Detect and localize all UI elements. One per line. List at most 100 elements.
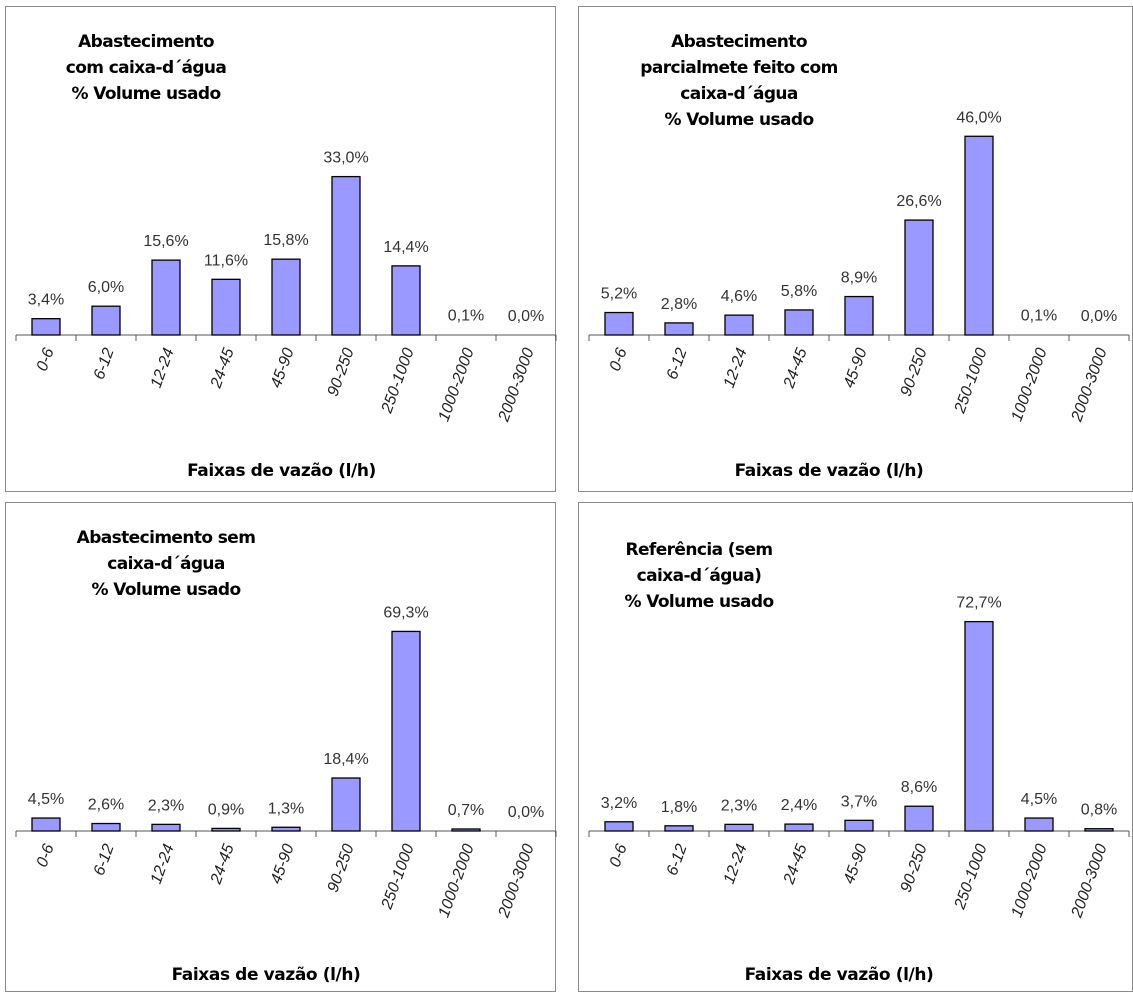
title-line: % Volume usado (664, 110, 814, 130)
bar-6-12 (664, 825, 694, 832)
data-label: 0,9% (208, 801, 244, 818)
x-tick-label: 45-90 (841, 346, 871, 390)
data-label: 3,4% (28, 292, 64, 309)
data-label: 72,7% (956, 595, 1001, 612)
x-tick-label: 6-12 (91, 346, 118, 382)
x-tick-label: 6-12 (91, 842, 118, 878)
chart-panel-2: Abastecimento parcialmete feito com caix… (578, 6, 1133, 492)
bar-90-250 (904, 805, 934, 832)
x-tick-label: 1000-2000 (436, 842, 478, 920)
data-label: 8,9% (841, 270, 877, 287)
bar-0-6 (604, 821, 634, 832)
data-label: 4,5% (1021, 791, 1057, 808)
data-label: 0,7% (448, 802, 484, 819)
chart-plot-1: 3,4% 0-6 6,0% 6-12 15,6% 12-24 11,6% 24-45 15,8%… (15, 150, 557, 425)
x-tick-label: 250-1000 (378, 842, 417, 912)
data-label: 1,8% (661, 799, 697, 816)
bar-45-90 (844, 295, 874, 336)
bar-12-24 (151, 823, 181, 832)
bar-6-12 (91, 305, 121, 336)
bar-12-24 (151, 259, 181, 336)
x-tick-label: 6-12 (664, 346, 691, 382)
bar-6-12 (91, 822, 121, 832)
bar-0-6 (31, 817, 61, 832)
x-tick-label: 90-250 (325, 346, 358, 399)
data-label: 6,0% (88, 279, 124, 296)
x-tick-label: 90-250 (898, 842, 931, 895)
x-tick-label: 24-45 (207, 842, 237, 887)
bar-250-1000 (964, 620, 994, 832)
x-tick-label: 2000-3000 (1068, 346, 1111, 425)
data-label: 18,4% (323, 751, 368, 768)
x-tick-label: 1000-2000 (1009, 842, 1051, 920)
x-tick-label: 1000-2000 (1009, 346, 1051, 424)
data-label: 0,0% (1081, 308, 1117, 325)
x-tick-label: 0-6 (34, 842, 58, 870)
chart-title-1: Abastecimento com caixa-d´água % Volume … (16, 29, 276, 107)
data-label: 15,8% (263, 232, 308, 249)
data-label: 4,6% (721, 288, 757, 305)
data-label: 2,4% (781, 797, 817, 814)
bar-12-24 (724, 314, 754, 336)
x-tick-label: 12-24 (721, 346, 751, 390)
x-tick-label: 2000-3000 (495, 842, 538, 921)
bar-1000-2000 (1024, 817, 1054, 832)
chart-plot-4: 3,2% 0-6 1,8% 6-12 2,3% 12-24 2,4% 24-45 3,7% 45-… (588, 595, 1130, 921)
x-tick-label: 90-250 (898, 346, 931, 399)
title-line: % Volume usado (91, 580, 241, 600)
x-tick-label: 12-24 (148, 842, 178, 886)
chart-title-2: Abastecimento parcialmete feito com caix… (589, 29, 889, 133)
bar-250-1000 (391, 265, 421, 336)
x-tick-label: 12-24 (148, 346, 178, 390)
data-label: 5,8% (781, 283, 817, 300)
data-label: 15,6% (143, 233, 188, 250)
title-line: caixa-d´água (680, 84, 798, 104)
title-line: Abastecimento (78, 32, 214, 52)
bar-45-90 (844, 819, 874, 832)
bar-1000-2000 (451, 828, 481, 832)
title-line: Abastecimento sem (76, 528, 256, 548)
data-label: 8,6% (901, 779, 937, 796)
data-label: 2,6% (88, 797, 124, 814)
x-tick-label: 45-90 (268, 842, 298, 886)
data-label: 0,0% (508, 308, 544, 325)
x-tick-label: 12-24 (721, 842, 751, 886)
data-label: 0,8% (1081, 802, 1117, 819)
bar-90-250 (331, 777, 361, 832)
data-label: 2,3% (721, 797, 757, 814)
title-line: caixa-d´água) (636, 566, 762, 586)
title-line: caixa-d´água (107, 554, 225, 574)
bar-12-24 (724, 823, 754, 832)
x-axis-label-4: Faixas de vazão (l/h) (744, 965, 934, 985)
title-line: com caixa-d´água (65, 58, 227, 78)
x-tick-label: 24-45 (207, 346, 237, 391)
x-tick-label: 2000-3000 (1068, 842, 1111, 921)
title-line: parcialmete feito com (640, 58, 838, 78)
chart-panel-1: Abastecimento com caixa-d´água % Volume … (5, 6, 557, 492)
data-label: 3,2% (601, 795, 637, 812)
data-label: 69,3% (383, 604, 428, 621)
x-tick-label: 250-1000 (951, 842, 990, 912)
bar-90-250 (904, 219, 934, 336)
data-label: 3,7% (841, 793, 877, 810)
title-line: Abastecimento (671, 32, 807, 52)
x-tick-label: 2000-3000 (495, 346, 538, 425)
bar-24-45 (784, 823, 814, 832)
x-tick-label: 24-45 (780, 346, 810, 391)
chart-title-4: Referência (sem caixa-d´água) % Volume u… (589, 537, 809, 615)
data-label: 0,1% (1021, 308, 1057, 325)
data-label: 0,1% (448, 308, 484, 325)
data-label: 11,6% (204, 252, 248, 269)
x-axis-label-1: Faixas de vazão (l/h) (187, 461, 376, 481)
x-tick-label: 0-6 (34, 346, 58, 374)
data-label: 0,0% (508, 804, 544, 821)
chart-plot-3: 4,5% 0-6 2,6% 6-12 2,3% 12-24 0,9% 24-45 1,3% 45-… (15, 604, 557, 921)
chart-panel-3: Abastecimento sem caixa-d´água % Volume … (5, 502, 557, 992)
title-line: % Volume usado (71, 84, 221, 104)
x-tick-label: 45-90 (841, 842, 871, 886)
bar-0-6 (604, 311, 634, 336)
data-label: 26,6% (896, 193, 941, 210)
bar-2000-3000 (1084, 828, 1114, 832)
x-tick-label: 250-1000 (951, 346, 990, 416)
bar-24-45 (784, 309, 814, 336)
